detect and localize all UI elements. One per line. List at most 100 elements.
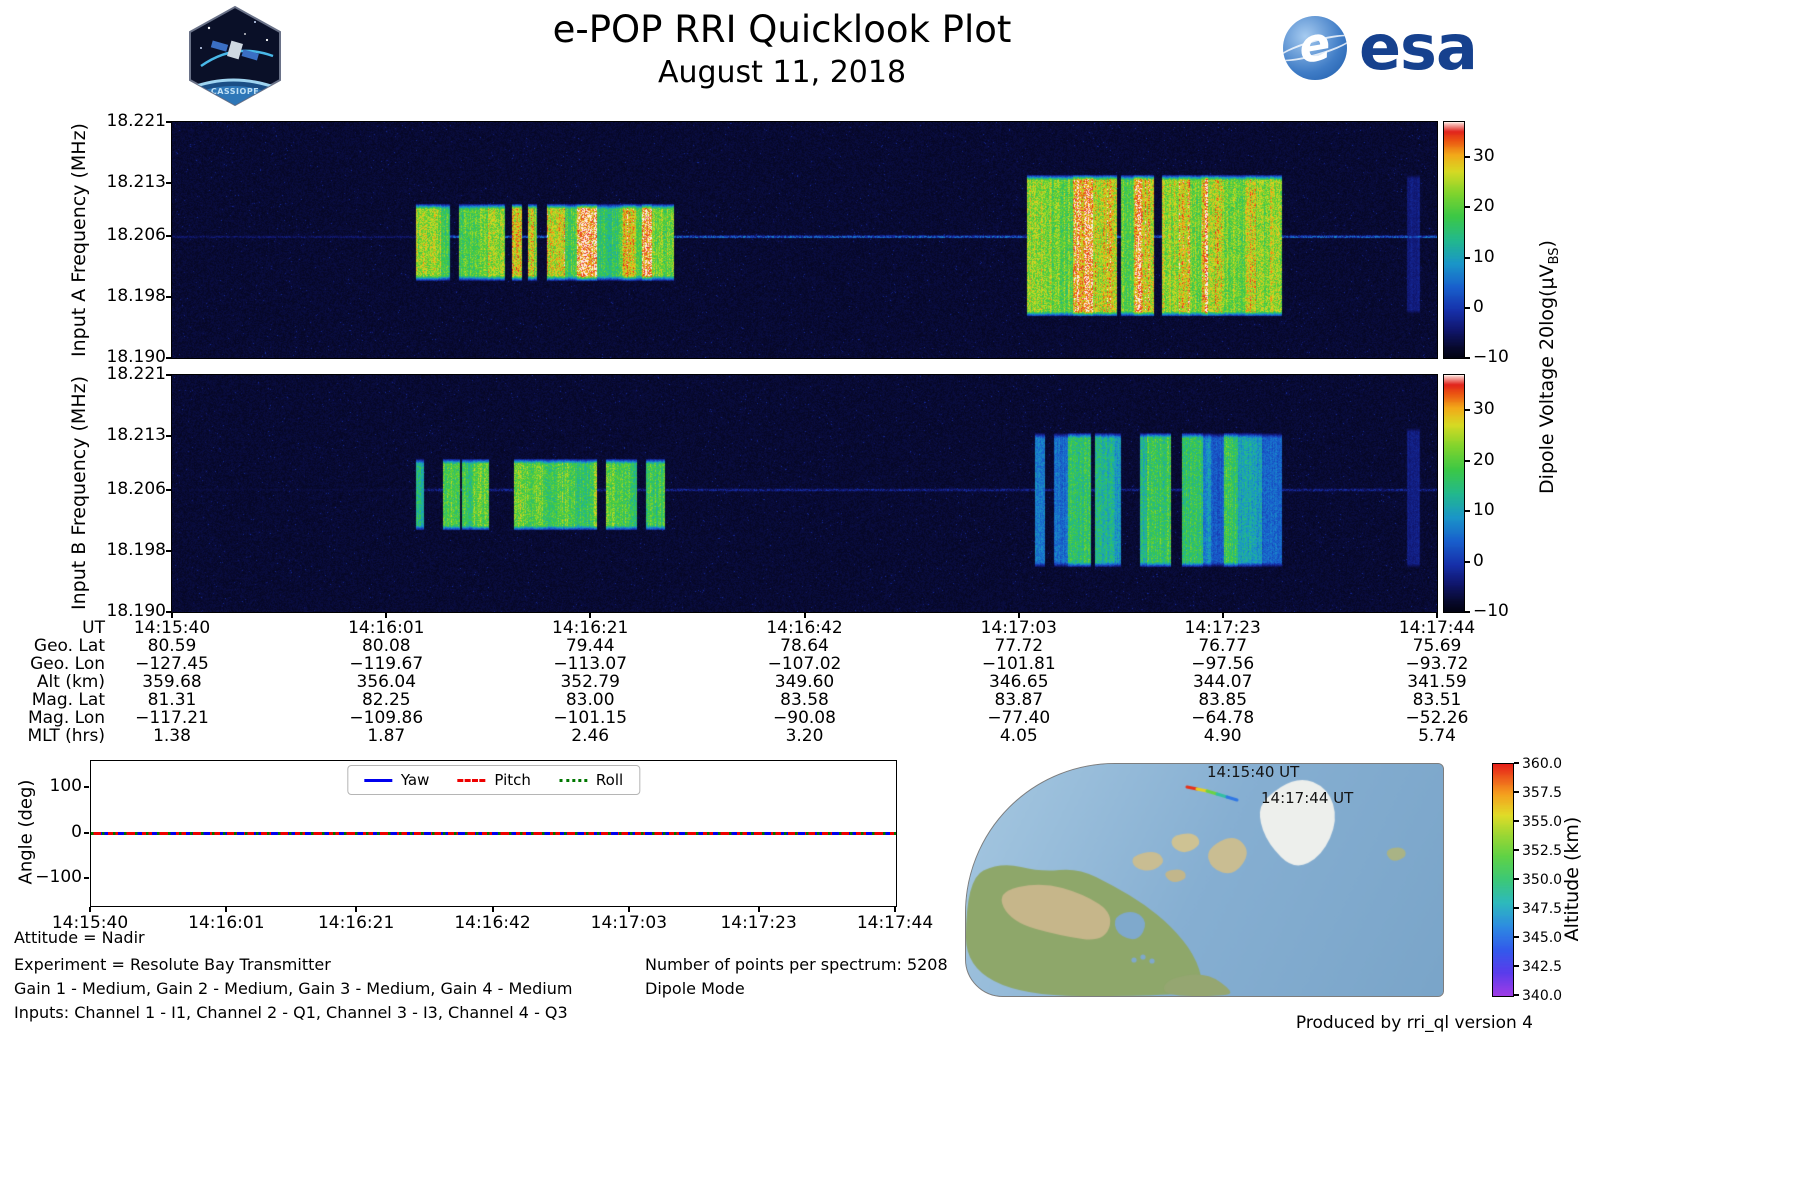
angle-xtick-label: 14:16:21 <box>317 913 395 933</box>
angle-plot-legend: Yaw Pitch Roll <box>346 765 641 795</box>
axis-row-value: 349.60 <box>774 672 835 692</box>
angle-ytick-label: 0 <box>71 821 82 842</box>
colorbar-tick-mark <box>1465 409 1470 412</box>
axis-row-value: 3.20 <box>785 726 824 746</box>
axis-row-value: 76.77 <box>1198 636 1248 656</box>
freq-tick-label: 18.213 <box>106 425 166 446</box>
track-end-time-label: 14:17:44 UT <box>1261 789 1354 807</box>
axis-row-label: Geo. Lat <box>33 636 105 656</box>
angle-xtick-label: 14:16:42 <box>454 913 531 933</box>
colorbar-label-close: ) <box>1536 240 1559 248</box>
produced-by-note: Produced by rri_ql version 4 <box>1295 1013 1533 1033</box>
axis-row-value: 14:17:44 <box>1398 618 1476 638</box>
colorbar-tick-label: −10 <box>1473 347 1509 367</box>
axis-row-label: Mag. Lat <box>31 690 105 710</box>
spectrogram-panel-a <box>171 121 1438 359</box>
freq-tick-label: 18.221 <box>106 111 166 131</box>
freq-tick-mark <box>166 357 171 359</box>
axis-row-value: −101.15 <box>553 708 628 728</box>
colorbar-tick-mark <box>1465 357 1470 359</box>
plot-date: August 11, 2018 <box>657 55 907 90</box>
axis-row-value: −52.26 <box>1405 708 1469 728</box>
angle-xtick-label: 14:17:44 <box>856 913 934 933</box>
gains-note: Gain 1 - Medium, Gain 2 - Medium, Gain 3… <box>14 979 573 998</box>
time-tick-mark <box>803 613 806 618</box>
colorbar-tick-label: 10 <box>1473 246 1495 267</box>
axis-row-value: 341.59 <box>1407 672 1467 692</box>
angle-ytick-mark <box>84 831 89 834</box>
altitude-tick-label: 352.5 <box>1522 843 1563 859</box>
colorbar-tick-label: −10 <box>1473 601 1509 621</box>
angle-xtick-mark <box>89 907 91 912</box>
freq-tick-mark <box>166 549 171 552</box>
axis-row-value: 356.04 <box>356 672 417 692</box>
angle-line-roll <box>91 832 896 835</box>
freq-tick-mark <box>166 235 171 238</box>
axis-row-label: UT <box>82 618 105 638</box>
mode-note: Dipole Mode <box>645 979 745 998</box>
world-map-canvas <box>966 764 1443 996</box>
altitude-tick-label: 350.0 <box>1522 872 1563 888</box>
axis-row-value: 5.74 <box>1418 726 1456 746</box>
colorbar-tick-label: 30 <box>1473 146 1495 167</box>
axis-row-value: 83.85 <box>1198 690 1248 710</box>
axis-row-value: 80.08 <box>361 636 411 656</box>
altitude-tick-mark <box>1514 907 1519 909</box>
altitude-colorbar-gradient <box>1493 764 1513 996</box>
colorbar-axis-label: Dipole Voltage 20log(μVBS) <box>1536 240 1562 494</box>
axis-row-value: 83.58 <box>780 690 829 710</box>
angle-xtick-label: 14:15:40 <box>51 913 129 933</box>
axis-row-value: 4.90 <box>1203 726 1242 746</box>
axis-row-value: 81.31 <box>147 690 197 710</box>
colorbar-tick-mark <box>1465 256 1470 259</box>
angle-ytick-mark <box>84 786 89 789</box>
axis-row-label: Alt (km) <box>36 672 105 692</box>
altitude-tick-mark <box>1514 965 1519 967</box>
axis-row-value: 75.69 <box>1412 636 1462 656</box>
axis-row-value: 1.38 <box>153 726 191 746</box>
colorbar-tick-label: 0 <box>1473 550 1484 571</box>
freq-tick-mark <box>166 611 171 613</box>
axis-row-value: −127.45 <box>135 654 209 674</box>
legend-label-yaw: Yaw <box>400 771 430 789</box>
angle-ytick-mark <box>84 876 89 879</box>
esa-wordmark: esa <box>1359 11 1478 84</box>
angle-xtick-label: 14:16:01 <box>188 913 265 933</box>
freq-tick-mark <box>166 296 171 299</box>
colorbar-tick-mark <box>1465 560 1470 563</box>
angle-xtick-mark <box>355 907 358 912</box>
axis-row-value: 1.87 <box>367 726 406 746</box>
axis-row-value: 83.51 <box>1412 690 1462 710</box>
axis-row-value: −119.67 <box>349 654 424 674</box>
legend-item-pitch: Pitch <box>457 771 531 789</box>
axis-row-value: 14:17:23 <box>1184 618 1261 638</box>
angle-xtick-mark <box>627 907 630 912</box>
legend-item-yaw: Yaw <box>363 771 430 789</box>
colorbar-b-gradient <box>1444 375 1464 612</box>
altitude-tick-mark <box>1514 849 1519 851</box>
axis-row-value: 14:16:01 <box>348 618 425 638</box>
time-tick-mark <box>1017 613 1020 618</box>
patch-mission-name: CASSIOPE <box>211 87 259 96</box>
axis-row-value: −117.21 <box>135 708 209 728</box>
freq-tick-label: 18.206 <box>106 478 166 499</box>
axis-row-value: 14:16:21 <box>552 618 629 638</box>
angle-ytick-label: 100 <box>49 776 82 797</box>
axis-row-value: 14:15:40 <box>133 618 211 638</box>
altitude-tick-mark <box>1514 936 1519 938</box>
esa-globe-icon: e <box>1283 16 1347 80</box>
time-tick-mark <box>171 613 173 618</box>
track-start-time-label: 14:15:40 UT <box>1207 763 1300 781</box>
axis-row-value: 78.64 <box>780 636 829 656</box>
freq-tick-mark <box>166 181 171 184</box>
attitude-note: Attitude = Nadir <box>14 928 145 947</box>
time-tick-mark <box>1221 613 1224 618</box>
panel-a-ylabel: Input A Frequency (MHz) <box>68 123 90 357</box>
axis-row-value: −101.81 <box>981 654 1056 674</box>
altitude-tick-label: 360.0 <box>1522 756 1563 772</box>
time-tick-mark <box>385 613 388 618</box>
axis-row-value: 359.68 <box>142 672 202 692</box>
spectrogram-a-heatmap <box>172 122 1437 358</box>
axis-row-value: −93.72 <box>1405 654 1469 674</box>
angle-xtick-mark <box>491 907 494 912</box>
